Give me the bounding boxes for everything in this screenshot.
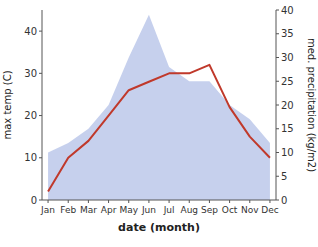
x-tick-label: Mar [80,205,97,215]
temp-line [48,65,270,192]
x-tick-label: Nov [241,205,259,215]
x-tick [68,200,69,203]
x-tick-label: Sep [201,205,218,215]
x-tick [169,200,170,203]
x-tick [48,200,49,203]
x-tick-label: Apr [101,205,117,215]
y2-tick [276,33,279,34]
x-tick [108,200,109,203]
x-tick-label: Oct [222,205,238,215]
precip-area [48,15,270,200]
x-tick [148,200,149,203]
x-tick-label: Jan [40,205,55,215]
y2-tick [276,10,279,11]
x-axis-label: date (month) [118,221,200,234]
x-tick [189,200,190,203]
x-tick [269,200,270,203]
y-tick [39,73,42,74]
x-tick [88,200,89,203]
plot-area [48,15,270,200]
y-tick [39,31,42,32]
y2-tick-label: 40 [281,5,294,16]
y2-tick [276,176,279,177]
x-tick-label: Aug [180,205,198,215]
y2-tick [276,128,279,129]
y-tick-label: 20 [24,110,37,121]
x-tick [128,200,129,203]
y2-tick-label: 15 [281,123,294,134]
x-axis-line [42,200,276,201]
y2-tick-label: 20 [281,100,294,111]
y-axis-line [42,10,43,200]
y2-tick-label: 5 [281,171,287,182]
y-tick-label: 0 [31,195,37,206]
y-tick-label: 40 [24,26,37,37]
y2-tick-label: 30 [281,52,294,63]
y-tick [39,157,42,158]
y-tick [39,200,42,201]
x-tick-label: Jul [163,205,175,215]
x-tick [209,200,210,203]
y2-tick [276,200,279,201]
x-tick [229,200,230,203]
y2-tick [276,57,279,58]
y2-tick [276,105,279,106]
y2-tick-label: 25 [281,76,294,87]
y-axis-label: max temp (C) [2,70,13,139]
y-tick-label: 10 [24,152,37,163]
y2-tick [276,81,279,82]
y2-tick-label: 10 [281,147,294,158]
chart: 0 10 20 30 40 0 5 10 15 20 25 30 35 40 Jan Feb Mar AprMay… [0,0,318,247]
y2-axis-label: med. precipitation (kg/m2) [306,38,317,172]
y-tick [39,115,42,116]
x-tick-label: Jun [141,205,156,215]
y2-tick-label: 0 [281,195,287,206]
y2-tick [276,152,279,153]
x-tick-label: Dec [261,205,278,215]
x-tick-label: Feb [60,205,76,215]
x-tick [249,200,250,203]
y2-tick-label: 35 [281,28,294,39]
x-tick-label: May [119,205,138,215]
y-tick-label: 30 [24,68,37,79]
